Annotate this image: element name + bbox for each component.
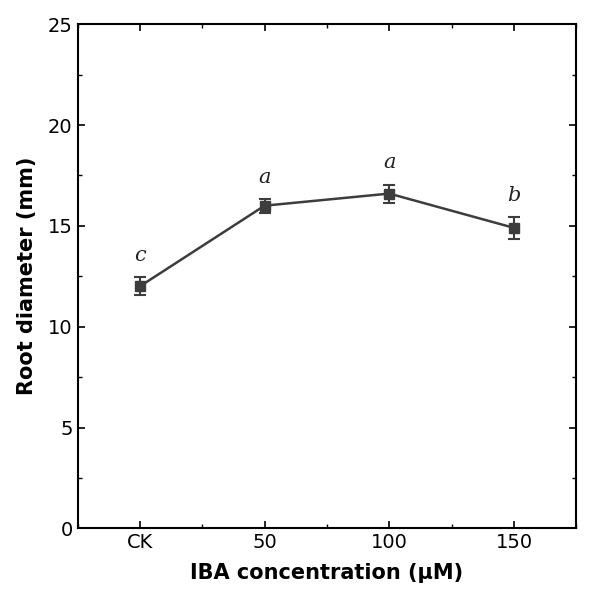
X-axis label: IBA concentration (μM): IBA concentration (μM): [190, 563, 464, 583]
Text: b: b: [507, 185, 521, 205]
Text: c: c: [134, 246, 146, 265]
Text: a: a: [259, 167, 271, 187]
Text: a: a: [383, 154, 396, 172]
Y-axis label: Root diameter (mm): Root diameter (mm): [17, 157, 37, 395]
